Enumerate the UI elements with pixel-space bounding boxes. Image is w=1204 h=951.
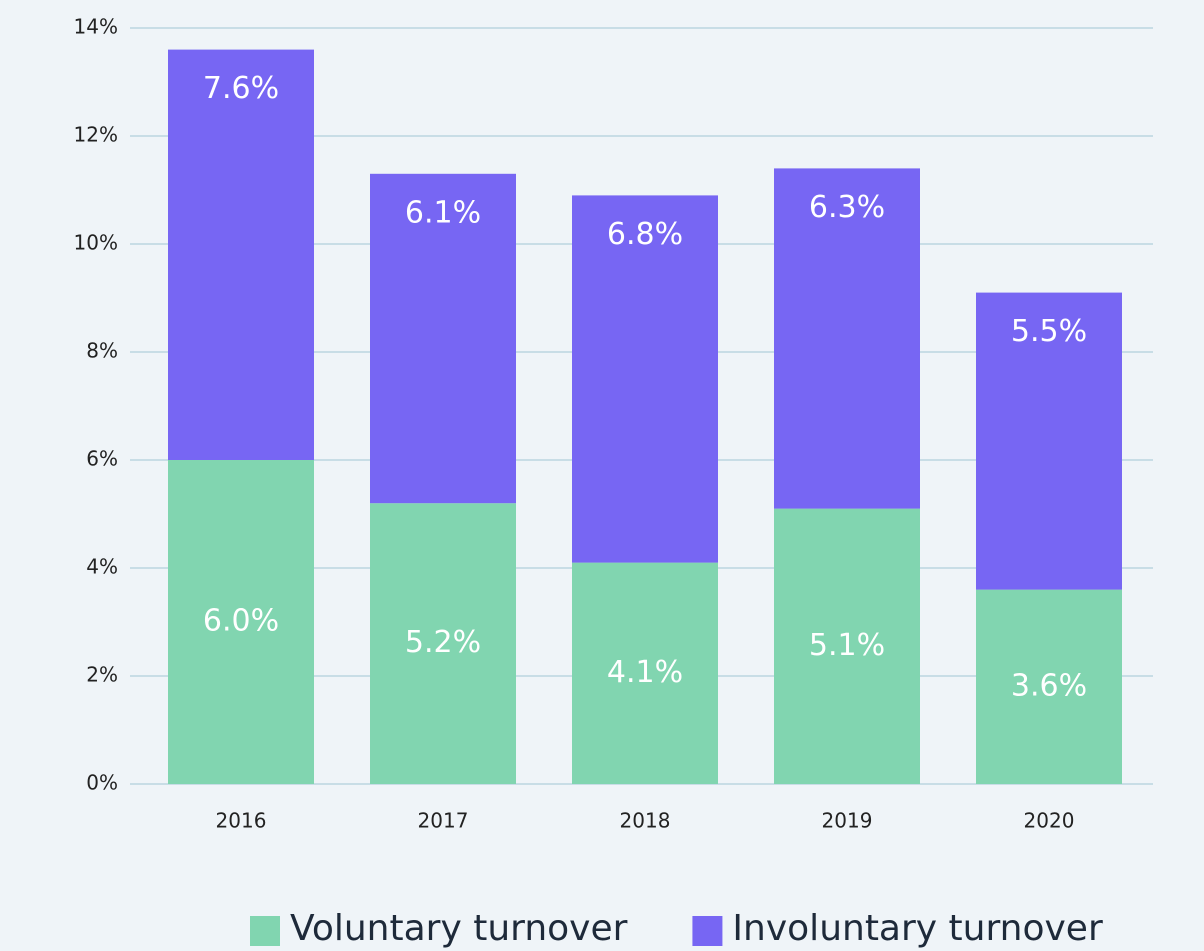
y-tick-label: 6% <box>86 447 118 471</box>
value-label: 6.0% <box>203 604 279 639</box>
y-tick-label: 12% <box>74 123 118 147</box>
x-tick-label: 2020 <box>1024 809 1075 833</box>
y-tick-label: 10% <box>74 231 118 255</box>
value-label: 6.3% <box>809 190 885 225</box>
bar-segment <box>370 503 516 784</box>
y-tick-label: 14% <box>74 15 118 39</box>
x-tick-label: 2018 <box>620 809 671 833</box>
bar-segment <box>370 173 516 504</box>
bar-segment <box>168 49 314 460</box>
value-label: 6.1% <box>405 195 481 230</box>
value-label: 4.1% <box>607 655 683 690</box>
x-tick-label: 2017 <box>418 809 469 833</box>
y-tick-label: 8% <box>86 339 118 363</box>
y-tick-label: 4% <box>86 555 118 579</box>
bar-segment <box>168 460 314 784</box>
bar-segment <box>976 589 1122 784</box>
legend-swatch <box>692 916 723 946</box>
value-label: 3.6% <box>1011 668 1087 703</box>
value-label: 6.8% <box>607 217 683 252</box>
bar-segment <box>572 562 718 784</box>
y-tick-label: 0% <box>86 771 118 795</box>
y-tick-label: 2% <box>86 663 118 687</box>
bar-segment <box>572 195 718 563</box>
x-tick-label: 2019 <box>822 809 873 833</box>
value-label: 5.1% <box>809 628 885 663</box>
bar-segment <box>976 292 1122 590</box>
value-label: 5.5% <box>1011 314 1087 349</box>
bar-segment <box>774 508 920 784</box>
bar-segment <box>774 168 920 509</box>
value-label: 5.2% <box>405 625 481 660</box>
x-tick-label: 2016 <box>216 809 267 833</box>
legend-label: Voluntary turnover <box>290 908 628 949</box>
value-label: 7.6% <box>203 71 279 106</box>
legend-label: Involuntary turnover <box>732 908 1103 949</box>
legend-swatch <box>250 916 280 946</box>
